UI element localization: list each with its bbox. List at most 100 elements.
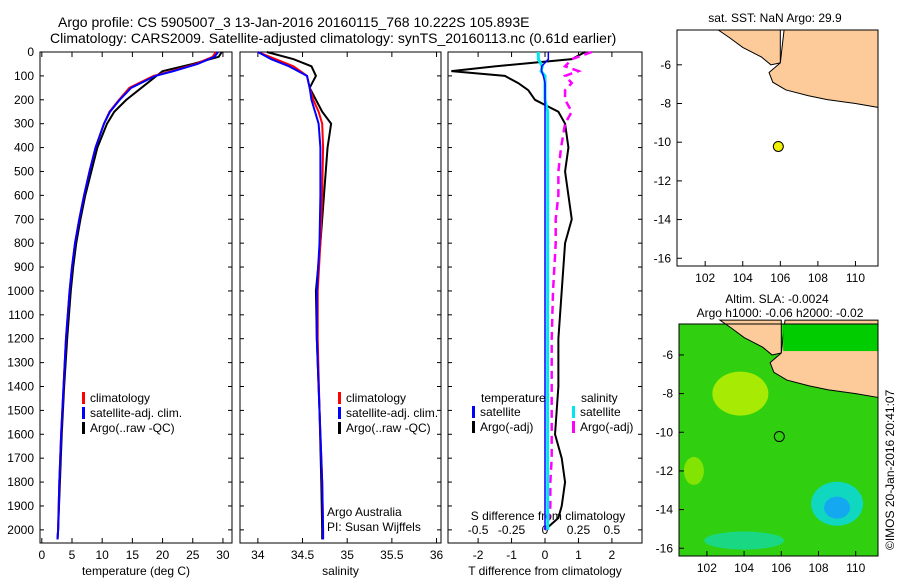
- lon-tick-label: 106: [771, 561, 791, 575]
- title-line2: Climatology: CARS2009. Satellite-adjuste…: [50, 30, 617, 46]
- depth-tick-label: 1900: [7, 499, 34, 513]
- x-tick-label: 5: [69, 548, 76, 562]
- legend-label: Argo(-adj): [480, 420, 533, 434]
- legend-label: Argo(..raw -QC): [90, 421, 175, 435]
- depth-tick-label: 1400: [7, 380, 34, 394]
- legend-label: satellite: [580, 405, 621, 419]
- temperature-panel-frame: [39, 51, 233, 544]
- temperature-satellite-adj-clim--line: [56, 51, 219, 540]
- x-tick-label: -1: [506, 548, 517, 562]
- lon-tick-label: 108: [808, 561, 828, 575]
- depth-tick-label: 1800: [7, 475, 34, 489]
- legend-label: climatology: [90, 391, 150, 405]
- lat-tick-label: -14: [654, 213, 672, 227]
- x-tick-label: 15: [126, 548, 140, 562]
- sst-map-frame: [676, 29, 879, 267]
- sla-map-subtitle: Argo h1000: -0.06 h2000: -0.02: [697, 306, 864, 320]
- legend-swatch: [472, 421, 475, 433]
- lat-tick-label: -8: [660, 97, 671, 111]
- depth-tick-label: 300: [14, 117, 34, 131]
- temperature-Argo-raw-QC--line: [56, 51, 223, 540]
- s-diff-argo-line: [543, 50, 593, 531]
- x-tick-label: 0: [542, 548, 549, 562]
- lat-tick-label: -16: [656, 541, 674, 555]
- legend-swatch: [82, 407, 85, 419]
- s-diff-tick-label: -0.25: [498, 523, 526, 537]
- depth-tick-label: 900: [14, 260, 34, 274]
- depth-tick-label: 1300: [7, 356, 34, 370]
- legend-label: satellite: [480, 405, 521, 419]
- depth-tick-label: 200: [14, 93, 34, 107]
- legend-swatch: [82, 422, 85, 434]
- lon-tick-label: 104: [734, 561, 754, 575]
- t-diff-argo-line: [451, 51, 586, 531]
- t-diff-satellite-line: [540, 52, 550, 530]
- legend-swatch: [572, 421, 575, 433]
- depth-tick-label: 1700: [7, 451, 34, 465]
- depth-tick-label: 1500: [7, 403, 34, 417]
- salinity-panel-frame: [239, 51, 442, 544]
- sla-anomaly: [683, 456, 704, 485]
- annotation-org: Argo Australia: [327, 505, 402, 519]
- lat-tick-label: -16: [654, 251, 672, 265]
- salinity-panel-xlabel: salinity: [322, 564, 359, 578]
- x-tick-label: 1: [575, 548, 582, 562]
- lat-tick-label: -14: [656, 503, 674, 517]
- s-diff-satellite-line: [536, 52, 550, 530]
- x-tick-label: 25: [186, 548, 200, 562]
- depth-tick-label: 1600: [7, 427, 34, 441]
- lon-tick-label: 106: [770, 271, 790, 285]
- legend-label: climatology: [346, 391, 406, 405]
- x-tick-label: 2: [609, 548, 616, 562]
- lon-tick-label: 104: [733, 271, 753, 285]
- legend-temperature-head: temperature: [481, 391, 546, 405]
- difference-panel-xlabel: T difference from climatology: [468, 564, 622, 578]
- legend-swatch: [472, 406, 475, 418]
- x-tick-label: 10: [96, 548, 110, 562]
- x-tick-label: 36: [430, 548, 444, 562]
- sla-map-frame: [678, 323, 879, 557]
- lat-tick-label: -6: [660, 58, 671, 72]
- temperature-climatology-line: [56, 51, 217, 540]
- lon-tick-label: 102: [695, 271, 715, 285]
- sumatra-land: [716, 29, 781, 66]
- lat-tick-label: -12: [654, 174, 672, 188]
- depth-tick-label: 800: [14, 236, 34, 250]
- s-diff-tick-label: 0.5: [604, 523, 621, 537]
- lon-tick-label: 102: [697, 561, 717, 575]
- salinity-climatology-line: [257, 51, 325, 540]
- legend-swatch: [338, 422, 341, 434]
- depth-tick-label: 500: [14, 164, 34, 178]
- s-diff-tick-label: 0.25: [567, 523, 591, 537]
- depth-tick-label: 400: [14, 141, 34, 155]
- sumatra-land: [718, 319, 782, 356]
- sst-map-title: sat. SST: NaN Argo: 29.9: [708, 11, 842, 25]
- temperature-panel-xlabel: temperature (deg C): [82, 564, 190, 578]
- sla-anomaly: [704, 531, 785, 550]
- depth-tick-label: 1200: [7, 332, 34, 346]
- x-tick-label: 34: [251, 548, 265, 562]
- legend-swatch: [82, 392, 85, 404]
- lat-tick-label: -6: [662, 348, 673, 362]
- x-tick-label: -2: [473, 548, 484, 562]
- annotation-pi: PI: Susan Wijffels: [327, 520, 421, 534]
- legend-label: Argo(-adj): [580, 420, 633, 434]
- salinity-satellite-adj-clim--line: [257, 51, 325, 540]
- legend-label: satellite-adj. clim.: [346, 406, 438, 420]
- legend-label: satellite-adj. clim.: [90, 406, 182, 420]
- lon-tick-label: 108: [808, 271, 828, 285]
- x-tick-label: 34.5: [291, 548, 315, 562]
- x-tick-label: 30: [216, 548, 230, 562]
- depth-tick-label: 2000: [7, 523, 34, 537]
- legend-salinity-head: salinity: [581, 391, 618, 405]
- land-mask: [783, 324, 878, 352]
- lat-tick-label: -10: [654, 135, 672, 149]
- depth-tick-label: 100: [14, 69, 34, 83]
- lat-tick-label: -12: [656, 464, 674, 478]
- argo-position-marker: [772, 140, 784, 152]
- argo-position-marker: [773, 431, 785, 443]
- depth-tick-label: 1100: [8, 308, 34, 322]
- x-tick-label: 20: [156, 548, 170, 562]
- imos-credit: ©IMOS 20-Jan-2016 20:41:07: [883, 389, 897, 550]
